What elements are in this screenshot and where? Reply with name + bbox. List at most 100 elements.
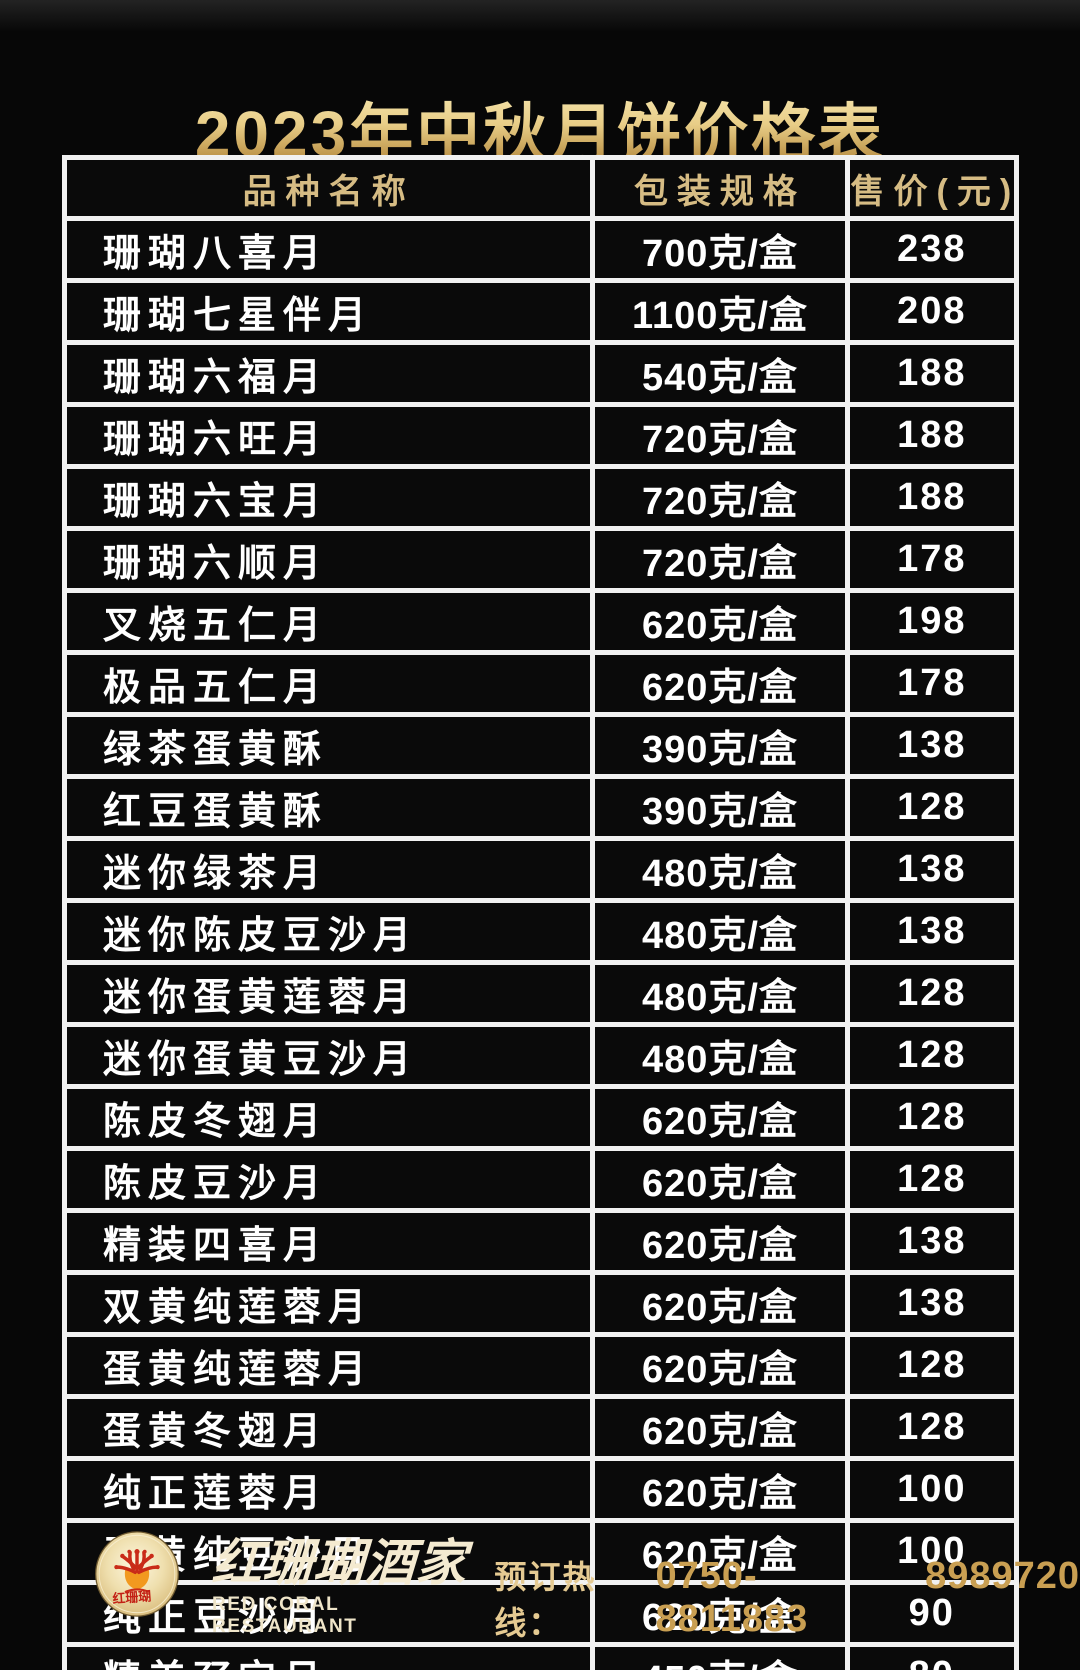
price-cell: 128 [844, 1394, 1020, 1461]
table-row: 珊瑚六旺月 720克/盒 188 [61, 402, 1020, 469]
price-cell: 128 [844, 1022, 1020, 1089]
hotline: 预订热线： 0750-8811883 8989720 [494, 1552, 1080, 1644]
product-name-cell: 绿茶蛋黄酥 [61, 712, 596, 779]
price-cell: 178 [844, 526, 1020, 593]
pack-spec-cell: 540克/盒 [590, 340, 850, 407]
product-name-cell: 珊瑚六顺月 [61, 526, 596, 593]
product-name-cell: 迷你绿茶月 [61, 836, 596, 903]
brand-name-zh: 红珊瑚酒家 [210, 1533, 469, 1592]
product-name-cell: 陈皮冬翅月 [61, 1084, 596, 1151]
product-name-cell: 迷你陈皮豆沙月 [61, 898, 596, 965]
pack-spec-cell: 620克/盒 [590, 1456, 850, 1523]
price-cell: 138 [844, 1208, 1020, 1275]
table-row: 精美孖宝月 450克/盒 80 [61, 1642, 1020, 1670]
brand-block: 红珊瑚酒家 RED CORAL RESTAURANT [210, 1533, 469, 1638]
header-pack-spec: 包装规格 [590, 155, 850, 221]
table-row: 双黄纯莲蓉月 620克/盒 138 [61, 1270, 1020, 1337]
table-row: 红豆蛋黄酥 390克/盒 128 [61, 774, 1020, 841]
product-name-cell: 珊瑚六福月 [61, 340, 596, 407]
table-row: 珊瑚六福月 540克/盒 188 [61, 340, 1020, 407]
product-name-cell: 蛋黄纯莲蓉月 [61, 1332, 596, 1399]
table-row: 陈皮豆沙月 620克/盒 128 [61, 1146, 1020, 1213]
pack-spec-cell: 620克/盒 [590, 1580, 850, 1647]
table-row: 迷你蛋黄莲蓉月 480克/盒 128 [61, 960, 1020, 1027]
table-row: 叉烧五仁月 620克/盒 198 [61, 588, 1020, 655]
price-cell: 238 [844, 216, 1020, 283]
pack-spec-cell: 720克/盒 [590, 526, 850, 593]
pack-spec-cell: 390克/盒 [590, 774, 850, 841]
pack-spec-cell: 450克/盒 [590, 1642, 850, 1670]
pack-spec-cell: 620克/盒 [590, 1518, 850, 1585]
hotline-label: 预订热线： [494, 1559, 597, 1641]
price-cell: 128 [844, 960, 1020, 1027]
price-cell: 128 [844, 1146, 1020, 1213]
pack-spec-cell: 620克/盒 [590, 1146, 850, 1213]
table-header-row: 品种名称 包装规格 售价(元) [61, 155, 1020, 221]
brand-name-en: RED CORAL RESTAURANT [212, 1594, 358, 1637]
pack-spec-cell: 480克/盒 [590, 960, 850, 1027]
product-name-cell: 珊瑚八喜月 [61, 216, 596, 283]
product-name-cell: 珊瑚七星伴月 [61, 278, 596, 345]
product-name-cell: 迷你蛋黄莲蓉月 [61, 960, 596, 1027]
table-row: 珊瑚八喜月 700克/盒 238 [61, 216, 1020, 283]
pack-spec-cell: 620克/盒 [590, 650, 850, 717]
header-product-name: 品种名称 [61, 155, 596, 221]
product-name-cell: 珊瑚六旺月 [61, 402, 596, 469]
pack-spec-cell: 720克/盒 [590, 402, 850, 469]
table-row: 迷你绿茶月 480克/盒 138 [61, 836, 1020, 903]
price-cell: 178 [844, 650, 1020, 717]
footer: 红珊瑚 红珊瑚酒家 RED CORAL RESTAURANT 预订热线： 075… [94, 1530, 1080, 1644]
table-row: 珊瑚六宝月 720克/盒 188 [61, 464, 1020, 531]
table-row: 极品五仁月 620克/盒 178 [61, 650, 1020, 717]
pack-spec-cell: 620克/盒 [590, 1084, 850, 1151]
price-table: 品种名称 包装规格 售价(元) 珊瑚八喜月 700克/盒 238 珊瑚七星伴月 … [61, 155, 1020, 1670]
product-name-cell: 纯正莲蓉月 [61, 1456, 596, 1523]
table-row: 珊瑚六顺月 720克/盒 178 [61, 526, 1020, 593]
pack-spec-cell: 700克/盒 [590, 216, 850, 283]
pack-spec-cell: 480克/盒 [590, 1022, 850, 1089]
red-coral-logo-icon: 红珊瑚 [95, 1531, 179, 1617]
price-cell: 188 [844, 340, 1020, 407]
product-name-cell: 精装四喜月 [61, 1208, 596, 1275]
table-row: 蛋黄纯莲蓉月 620克/盒 128 [61, 1332, 1020, 1399]
table-row: 陈皮冬翅月 620克/盒 128 [61, 1084, 1020, 1151]
header-price: 售价(元) [844, 155, 1020, 221]
price-cell: 80 [844, 1642, 1020, 1670]
table-row: 绿茶蛋黄酥 390克/盒 138 [61, 712, 1020, 779]
pack-spec-cell: 1100克/盒 [590, 278, 850, 345]
product-name-cell: 双黄纯莲蓉月 [61, 1270, 596, 1337]
price-cell: 138 [844, 1270, 1020, 1337]
price-cell: 90 [844, 1580, 1020, 1647]
pack-spec-cell: 620克/盒 [590, 1208, 850, 1275]
product-name-cell: 珊瑚六宝月 [61, 464, 596, 531]
hotline-phone-1: 0750-8811883 [655, 1555, 809, 1640]
product-name-cell: 陈皮豆沙月 [61, 1146, 596, 1213]
price-cell: 128 [844, 774, 1020, 841]
logo-text: 红珊瑚 [112, 1589, 152, 1607]
price-cell: 128 [844, 1332, 1020, 1399]
pack-spec-cell: 620克/盒 [590, 1270, 850, 1337]
hotline-phone-2: 8989720 [925, 1555, 1080, 1597]
price-cell: 208 [844, 278, 1020, 345]
table-row: 迷你陈皮豆沙月 480克/盒 138 [61, 898, 1020, 965]
pack-spec-cell: 620克/盒 [590, 588, 850, 655]
product-name-cell: 迷你蛋黄豆沙月 [61, 1022, 596, 1089]
price-cell: 138 [844, 836, 1020, 903]
price-cell: 100 [844, 1518, 1020, 1585]
table-row: 蛋黄冬翅月 620克/盒 128 [61, 1394, 1020, 1461]
price-cell: 138 [844, 712, 1020, 779]
table-row: 精装四喜月 620克/盒 138 [61, 1208, 1020, 1275]
pack-spec-cell: 620克/盒 [590, 1332, 850, 1399]
table-row: 纯正莲蓉月 620克/盒 100 [61, 1456, 1020, 1523]
product-name-cell: 红豆蛋黄酥 [61, 774, 596, 841]
price-cell: 198 [844, 588, 1020, 655]
table-row: 珊瑚七星伴月 1100克/盒 208 [61, 278, 1020, 345]
pack-spec-cell: 620克/盒 [590, 1394, 850, 1461]
price-cell: 128 [844, 1084, 1020, 1151]
product-name-cell: 极品五仁月 [61, 650, 596, 717]
product-name-cell: 蛋黄冬翅月 [61, 1394, 596, 1461]
price-cell: 188 [844, 402, 1020, 469]
pack-spec-cell: 480克/盒 [590, 898, 850, 965]
price-cell: 138 [844, 898, 1020, 965]
